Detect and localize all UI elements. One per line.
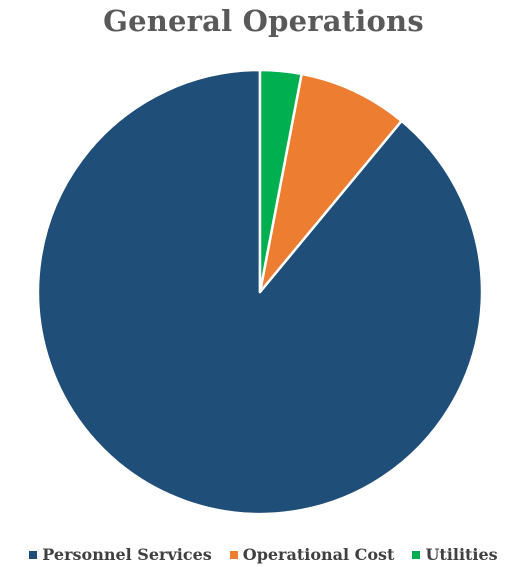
- legend: Personnel Services Operational Cost Util…: [0, 545, 527, 564]
- legend-label-operational-cost: Operational Cost: [242, 545, 395, 564]
- legend-item-operational-cost[interactable]: Operational Cost: [229, 545, 395, 564]
- legend-swatch-operational-cost: [229, 550, 238, 559]
- pie-slices: [36, 68, 484, 516]
- legend-label-personnel-services: Personnel Services: [42, 545, 212, 564]
- legend-label-utilities: Utilities: [425, 545, 498, 564]
- legend-swatch-personnel-services: [29, 550, 38, 559]
- legend-item-personnel-services[interactable]: Personnel Services: [29, 545, 212, 564]
- chart-title: General Operations: [103, 4, 424, 38]
- pie-slice-operational-cost[interactable]: [258, 72, 403, 294]
- legend-swatch-utilities: [412, 550, 421, 559]
- legend-item-utilities[interactable]: Utilities: [412, 545, 498, 564]
- pie-slice-utilities[interactable]: [258, 68, 303, 294]
